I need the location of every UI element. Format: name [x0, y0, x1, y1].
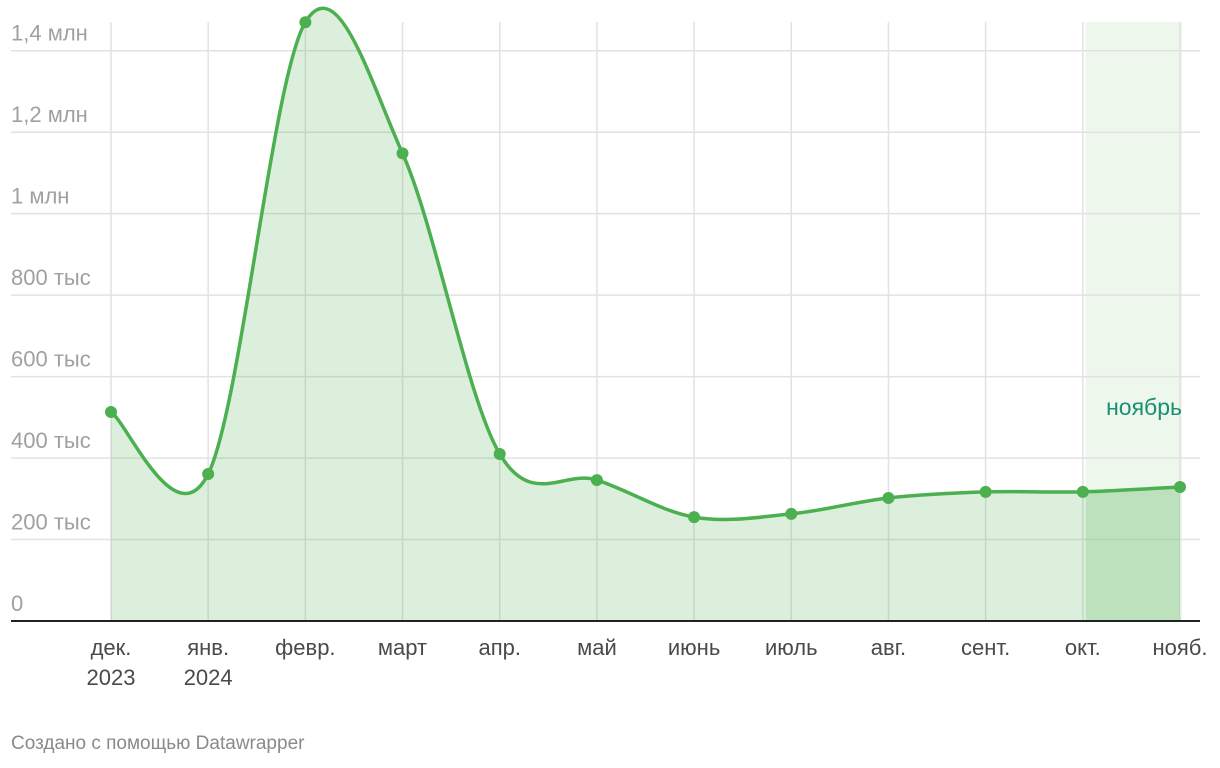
point	[1076, 485, 1089, 498]
point	[882, 491, 895, 504]
x-tick-label: нояб.	[1152, 635, 1208, 660]
area	[111, 8, 1180, 622]
x-tick-label: янв. 2024	[183, 635, 233, 690]
x-tick-label: февр.	[275, 635, 336, 660]
point	[688, 511, 701, 524]
y-tick-label: 800 тыс	[11, 265, 91, 290]
point	[590, 474, 603, 487]
point	[493, 447, 506, 460]
point	[1174, 480, 1186, 493]
y-tick-label: 1,4 млн	[11, 21, 88, 46]
y-tick-label: 1,2 млн	[11, 102, 88, 127]
x-tick-label: дек. 2023	[86, 635, 136, 690]
point	[202, 467, 215, 480]
y-tick-label: 600 тыс	[11, 347, 91, 372]
highlight-area	[1085, 486, 1180, 621]
point	[979, 485, 992, 498]
y-tick-label: 200 тыс	[11, 510, 91, 535]
x-tick-label: июль	[764, 635, 818, 660]
x-tick-label: авг.	[870, 635, 907, 660]
point	[396, 147, 409, 160]
x-tick-label: май	[577, 635, 617, 660]
x-tick-label: июнь	[667, 635, 721, 660]
x-tick-label: сент.	[961, 635, 1011, 660]
point	[785, 507, 798, 520]
y-tick-label: 400 тыс	[11, 428, 91, 453]
point	[105, 406, 117, 419]
highlight-label: ноябрь	[1106, 394, 1182, 420]
highlight-band	[1085, 22, 1182, 621]
x-tick-label: март	[377, 635, 428, 660]
y-tick-label: 0	[11, 591, 23, 616]
y-tick-label: 1 млн	[11, 184, 69, 209]
credit: Создано с помощью Datawrapper	[11, 733, 305, 754]
x-tick-label: апр.	[478, 635, 521, 660]
x-tick-label: окт.	[1064, 635, 1101, 660]
point	[299, 16, 312, 29]
line	[109, 6, 1181, 522]
